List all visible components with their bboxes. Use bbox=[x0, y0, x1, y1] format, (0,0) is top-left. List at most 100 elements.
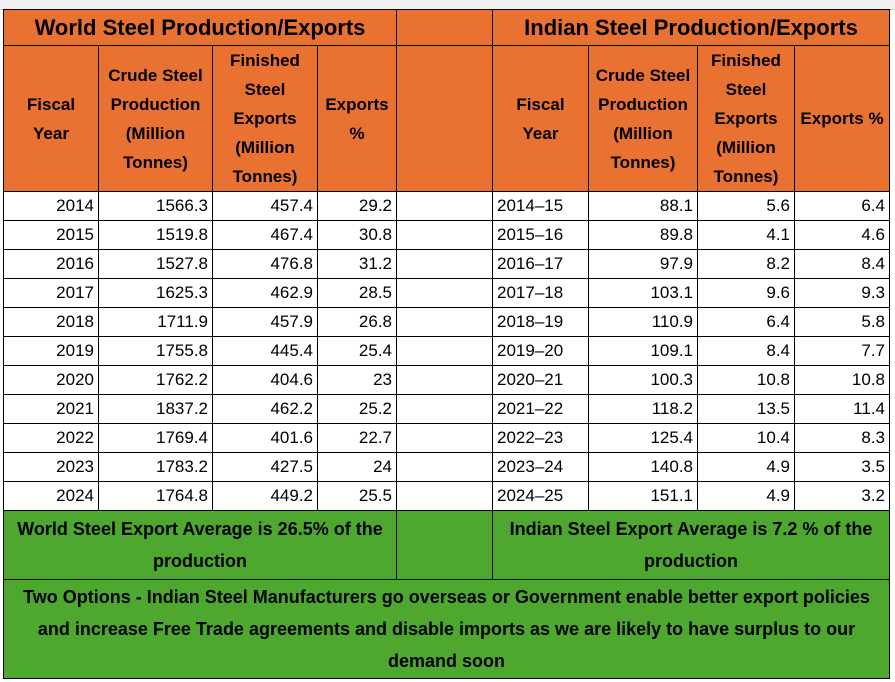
table-cell[interactable]: 9.6 bbox=[697, 278, 795, 308]
table-cell[interactable] bbox=[396, 220, 493, 250]
world-summary[interactable]: World Steel Export Average is 26.5% of t… bbox=[3, 510, 397, 580]
table-cell[interactable]: 5.8 bbox=[794, 307, 890, 337]
table-cell[interactable]: 8.4 bbox=[697, 336, 795, 366]
header-cell[interactable]: Finished Steel Exports (Million Tonnes) bbox=[697, 45, 795, 192]
table-cell[interactable]: 118.2 bbox=[588, 394, 698, 424]
table-cell[interactable]: 8.4 bbox=[794, 249, 890, 279]
table-cell[interactable]: 2022 bbox=[3, 423, 99, 453]
table-cell[interactable]: 25.2 bbox=[317, 394, 397, 424]
table-cell[interactable]: 2014–15 bbox=[492, 191, 589, 221]
header-cell[interactable]: Exports % bbox=[794, 45, 890, 192]
table-cell[interactable]: 2018 bbox=[3, 307, 99, 337]
table-cell[interactable]: 3.2 bbox=[794, 481, 890, 511]
table-cell[interactable]: 110.9 bbox=[588, 307, 698, 337]
table-cell[interactable]: 2015–16 bbox=[492, 220, 589, 250]
table-cell[interactable]: 103.1 bbox=[588, 278, 698, 308]
table-cell[interactable]: 2020 bbox=[3, 365, 99, 395]
header-cell[interactable]: Finished Steel Exports (Million Tonnes) bbox=[212, 45, 318, 192]
india-title[interactable]: Indian Steel Production/Exports bbox=[492, 9, 890, 46]
table-cell[interactable]: 7.7 bbox=[794, 336, 890, 366]
table-cell[interactable]: 2024–25 bbox=[492, 481, 589, 511]
table-cell[interactable]: 5.6 bbox=[697, 191, 795, 221]
table-cell[interactable]: 457.9 bbox=[212, 307, 318, 337]
table-cell[interactable] bbox=[396, 452, 493, 482]
table-cell[interactable]: 1519.8 bbox=[98, 220, 213, 250]
table-cell[interactable]: 467.4 bbox=[212, 220, 318, 250]
table-cell[interactable]: 4.9 bbox=[697, 452, 795, 482]
table-cell[interactable]: 2016–17 bbox=[492, 249, 589, 279]
table-cell[interactable]: 2019 bbox=[3, 336, 99, 366]
table-cell[interactable]: 1764.8 bbox=[98, 481, 213, 511]
table-cell[interactable]: 1783.2 bbox=[98, 452, 213, 482]
table-cell[interactable]: 125.4 bbox=[588, 423, 698, 453]
table-cell[interactable]: 88.1 bbox=[588, 191, 698, 221]
table-cell[interactable]: 2021–22 bbox=[492, 394, 589, 424]
spacer-cell[interactable] bbox=[396, 9, 493, 46]
table-cell[interactable]: 2017 bbox=[3, 278, 99, 308]
table-cell[interactable]: 29.2 bbox=[317, 191, 397, 221]
table-cell[interactable]: 445.4 bbox=[212, 336, 318, 366]
table-cell[interactable]: 2020–21 bbox=[492, 365, 589, 395]
table-cell[interactable]: 23 bbox=[317, 365, 397, 395]
table-cell[interactable]: 10.4 bbox=[697, 423, 795, 453]
table-cell[interactable]: 26.8 bbox=[317, 307, 397, 337]
header-cell[interactable]: Fiscal Year bbox=[3, 45, 99, 192]
table-cell[interactable]: 2015 bbox=[3, 220, 99, 250]
table-cell[interactable]: 2024 bbox=[3, 481, 99, 511]
table-cell[interactable]: 11.4 bbox=[794, 394, 890, 424]
table-cell[interactable]: 1769.4 bbox=[98, 423, 213, 453]
table-cell[interactable]: 25.5 bbox=[317, 481, 397, 511]
table-cell[interactable] bbox=[396, 481, 493, 511]
world-title[interactable]: World Steel Production/Exports bbox=[3, 9, 397, 46]
conclusion[interactable]: Two Options - Indian Steel Manufacturers… bbox=[3, 579, 890, 679]
table-cell[interactable]: 427.5 bbox=[212, 452, 318, 482]
table-cell[interactable]: 89.8 bbox=[588, 220, 698, 250]
table-cell[interactable]: 28.5 bbox=[317, 278, 397, 308]
header-cell[interactable]: Crude Steel Production (Million Tonnes) bbox=[588, 45, 698, 192]
table-cell[interactable] bbox=[396, 278, 493, 308]
table-cell[interactable] bbox=[396, 191, 493, 221]
table-cell[interactable]: 13.5 bbox=[697, 394, 795, 424]
table-cell[interactable]: 25.4 bbox=[317, 336, 397, 366]
india-summary[interactable]: Indian Steel Export Average is 7.2 % of … bbox=[492, 510, 890, 580]
table-cell[interactable]: 109.1 bbox=[588, 336, 698, 366]
table-cell[interactable]: 6.4 bbox=[697, 307, 795, 337]
table-cell[interactable]: 2017–18 bbox=[492, 278, 589, 308]
table-cell[interactable]: 31.2 bbox=[317, 249, 397, 279]
table-cell[interactable] bbox=[396, 249, 493, 279]
table-cell[interactable] bbox=[396, 307, 493, 337]
table-cell[interactable]: 8.2 bbox=[697, 249, 795, 279]
table-cell[interactable]: 10.8 bbox=[794, 365, 890, 395]
table-cell[interactable]: 457.4 bbox=[212, 191, 318, 221]
table-cell[interactable]: 140.8 bbox=[588, 452, 698, 482]
table-cell[interactable]: 449.2 bbox=[212, 481, 318, 511]
table-cell[interactable]: 401.6 bbox=[212, 423, 318, 453]
table-cell[interactable]: 8.3 bbox=[794, 423, 890, 453]
table-cell[interactable]: 2023 bbox=[3, 452, 99, 482]
table-cell[interactable]: 9.3 bbox=[794, 278, 890, 308]
table-cell[interactable]: 2021 bbox=[3, 394, 99, 424]
table-cell[interactable]: 404.6 bbox=[212, 365, 318, 395]
table-cell[interactable]: 151.1 bbox=[588, 481, 698, 511]
table-cell[interactable]: 100.3 bbox=[588, 365, 698, 395]
header-cell[interactable]: Exports % bbox=[317, 45, 397, 192]
table-cell[interactable]: 462.2 bbox=[212, 394, 318, 424]
table-cell[interactable]: 462.9 bbox=[212, 278, 318, 308]
table-cell[interactable]: 1566.3 bbox=[98, 191, 213, 221]
table-cell[interactable]: 30.8 bbox=[317, 220, 397, 250]
table-cell[interactable]: 3.5 bbox=[794, 452, 890, 482]
table-cell[interactable]: 97.9 bbox=[588, 249, 698, 279]
table-cell[interactable]: 2023–24 bbox=[492, 452, 589, 482]
table-cell[interactable]: 1837.2 bbox=[98, 394, 213, 424]
table-cell[interactable]: 2019–20 bbox=[492, 336, 589, 366]
table-cell[interactable]: 2016 bbox=[3, 249, 99, 279]
table-cell[interactable] bbox=[396, 423, 493, 453]
table-cell[interactable] bbox=[396, 336, 493, 366]
table-cell[interactable]: 1755.8 bbox=[98, 336, 213, 366]
table-cell[interactable]: 4.9 bbox=[697, 481, 795, 511]
table-cell[interactable]: 22.7 bbox=[317, 423, 397, 453]
table-cell[interactable]: 4.6 bbox=[794, 220, 890, 250]
table-cell[interactable]: 2018–19 bbox=[492, 307, 589, 337]
table-cell[interactable]: 1625.3 bbox=[98, 278, 213, 308]
table-cell[interactable]: 4.1 bbox=[697, 220, 795, 250]
